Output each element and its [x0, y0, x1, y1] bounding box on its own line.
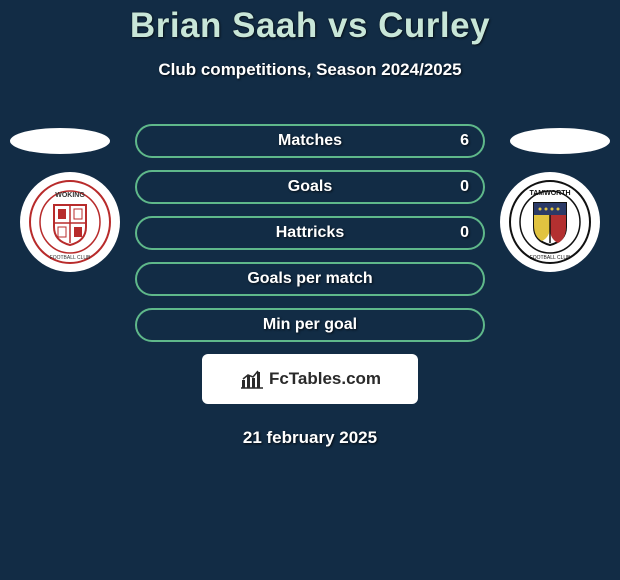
page-title: Brian Saah vs Curley — [0, 6, 620, 46]
stat-label: Goals per match — [247, 270, 372, 288]
stat-row-matches: Matches 6 — [135, 124, 485, 158]
svg-text:FOOTBALL CLUB: FOOTBALL CLUB — [50, 255, 91, 261]
stat-row-hattricks: Hattricks 0 — [135, 216, 485, 250]
page-subtitle: Club competitions, Season 2024/2025 — [0, 60, 620, 80]
brand-text: FcTables.com — [269, 369, 381, 389]
left-photo-placeholder — [10, 128, 110, 154]
tamworth-crest-icon: TAMWORTH FOOTBALL CLUB — [508, 179, 592, 265]
stat-label: Goals — [288, 178, 332, 196]
right-club-badge: TAMWORTH FOOTBALL CLUB — [500, 172, 600, 272]
left-club-badge: WOKING FOOTBALL CLUB — [20, 172, 120, 272]
woking-crest-icon: WOKING FOOTBALL CLUB — [28, 179, 112, 265]
stat-label: Hattricks — [276, 224, 344, 242]
svg-text:FOOTBALL CLUB: FOOTBALL CLUB — [530, 255, 571, 261]
stat-value-right: 0 — [460, 224, 469, 242]
stat-label: Min per goal — [263, 316, 357, 334]
right-photo-placeholder — [510, 128, 610, 154]
stat-list: Matches 6 Goals 0 Hattricks 0 Goals per … — [135, 124, 485, 342]
stat-row-goals-per-match: Goals per match — [135, 262, 485, 296]
date-text: 21 february 2025 — [0, 428, 620, 448]
stat-label: Matches — [278, 132, 342, 150]
stats-area: WOKING FOOTBALL CLUB TAMWORTH FOOTBALL C… — [0, 124, 620, 342]
comparison-card: Brian Saah vs Curley Club competitions, … — [0, 0, 620, 448]
stat-value-right: 0 — [460, 178, 469, 196]
stat-value-right: 6 — [460, 132, 469, 150]
brand-box: FcTables.com — [202, 354, 418, 404]
svg-text:TAMWORTH: TAMWORTH — [529, 190, 570, 197]
bars-icon — [239, 368, 265, 390]
stat-row-min-per-goal: Min per goal — [135, 308, 485, 342]
stat-row-goals: Goals 0 — [135, 170, 485, 204]
svg-text:WOKING: WOKING — [55, 192, 85, 199]
